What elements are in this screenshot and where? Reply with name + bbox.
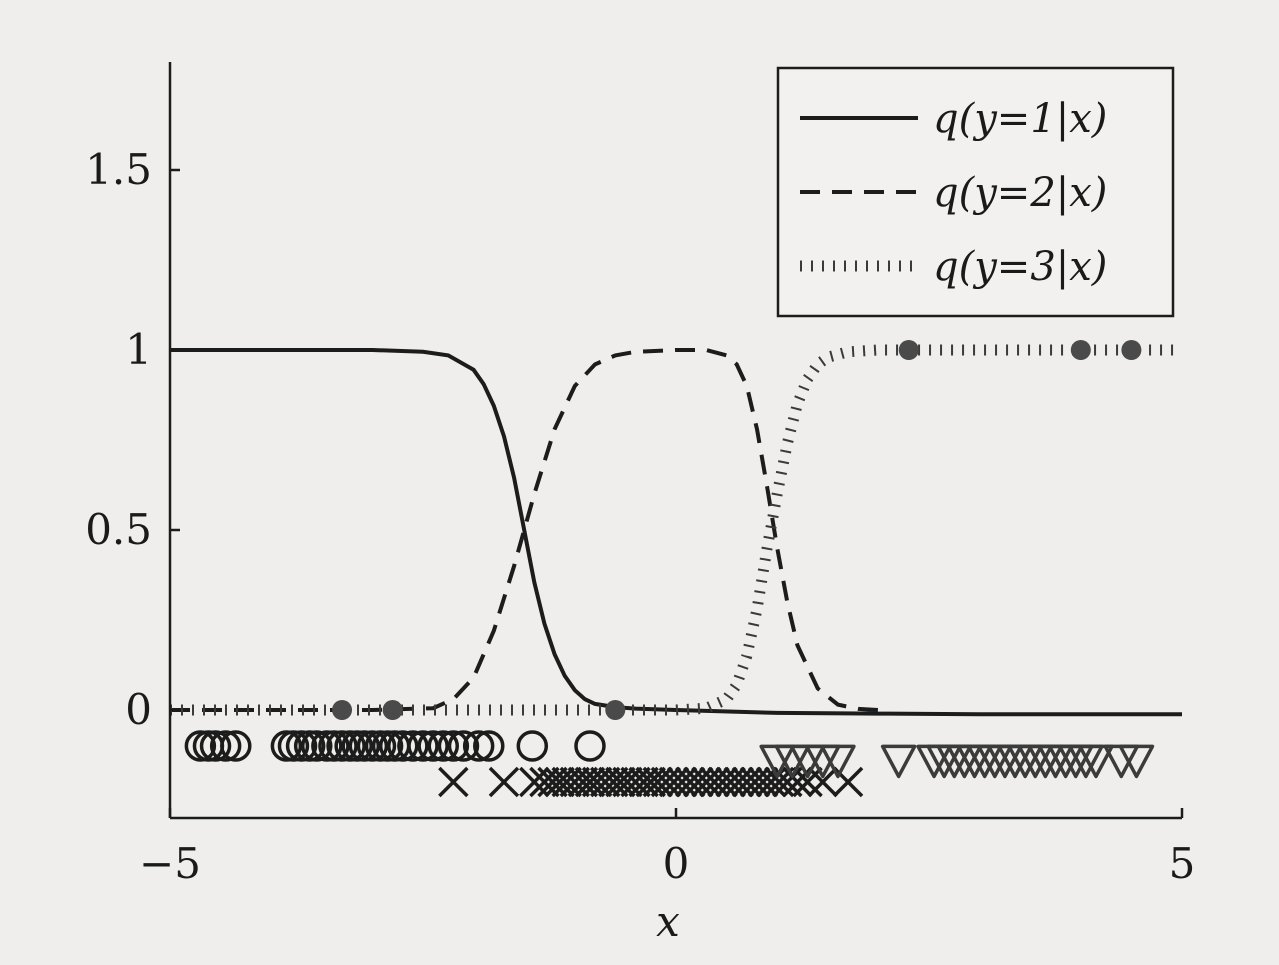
filled-point <box>1070 340 1091 360</box>
class-3-marker <box>880 744 917 779</box>
class-1-marker <box>356 730 389 762</box>
class-1-marker <box>516 730 549 762</box>
class-2-marker <box>628 766 659 798</box>
class-2-marker <box>574 766 606 798</box>
class-1-marker <box>348 730 381 762</box>
x-tick-label: 0 <box>663 839 690 888</box>
class-1-marker <box>220 730 252 762</box>
y-tick-label: 0.5 <box>85 505 152 554</box>
legend-label-2: q(y=2|x) <box>933 170 1107 216</box>
legend-label-3: q(y=3|x) <box>933 244 1107 290</box>
y-tick-label: 1 <box>125 325 152 374</box>
class-2-marker <box>620 766 651 798</box>
class-1-marker <box>473 730 505 762</box>
class-2-marker <box>605 766 636 798</box>
series-line-1 <box>170 348 1182 717</box>
class-1-marker <box>447 730 480 762</box>
class-1-marker <box>300 730 333 762</box>
class-2-marker <box>598 766 629 798</box>
class-1-marker <box>417 730 449 762</box>
class-1-marker <box>199 730 232 762</box>
y-tick-label: 1.5 <box>85 145 152 194</box>
class-2-marker <box>529 766 560 798</box>
class-2-marker <box>567 766 599 798</box>
x-axis-label: x <box>656 897 680 946</box>
class-3-marker <box>1118 744 1155 779</box>
class-1-marker <box>397 730 429 762</box>
series-line-2 <box>170 348 879 712</box>
class-1-marker <box>209 730 242 762</box>
class-3-marker <box>820 744 856 779</box>
class-1-marker <box>277 730 310 762</box>
class-1-marker <box>407 730 439 762</box>
class-1-marker <box>462 730 495 762</box>
filled-point <box>898 340 919 360</box>
class-2-marker <box>792 766 823 798</box>
series-line-3 <box>170 344 1182 716</box>
class-2-marker <box>488 766 520 798</box>
class-2-marker <box>559 766 591 798</box>
class-1-marker <box>318 730 350 762</box>
x-tick-label: 5 <box>1169 839 1196 888</box>
class-1-marker <box>184 730 217 762</box>
filled-point <box>1121 340 1142 360</box>
class-2-marker <box>589 766 621 798</box>
legend-label-1: q(y=1|x) <box>933 96 1107 142</box>
class-1-marker <box>427 730 459 762</box>
class-1-marker <box>326 730 358 762</box>
class-3-marker <box>1078 744 1114 779</box>
class-2-marker <box>807 766 838 798</box>
class-2-marker <box>537 766 568 798</box>
class-2-marker <box>438 766 469 798</box>
legend: q(y=1|x) q(y=2|x) q(y=3|x) <box>776 66 1175 318</box>
class-1-marker <box>387 730 419 762</box>
class-2-marker <box>635 766 666 798</box>
plot-area <box>170 340 1182 798</box>
class-1-marker <box>437 730 470 762</box>
filled-point <box>332 700 353 720</box>
x-tick-label: −5 <box>139 839 201 888</box>
class-2-marker <box>544 766 575 798</box>
class-1-marker <box>574 730 606 762</box>
y-tick-label: 0 <box>125 685 152 734</box>
filled-point <box>605 700 626 720</box>
axes: 0 0.5 1 1.5 −5 0 5 x <box>85 62 1195 946</box>
class-1-marker <box>285 730 318 762</box>
filled-point <box>382 700 403 720</box>
